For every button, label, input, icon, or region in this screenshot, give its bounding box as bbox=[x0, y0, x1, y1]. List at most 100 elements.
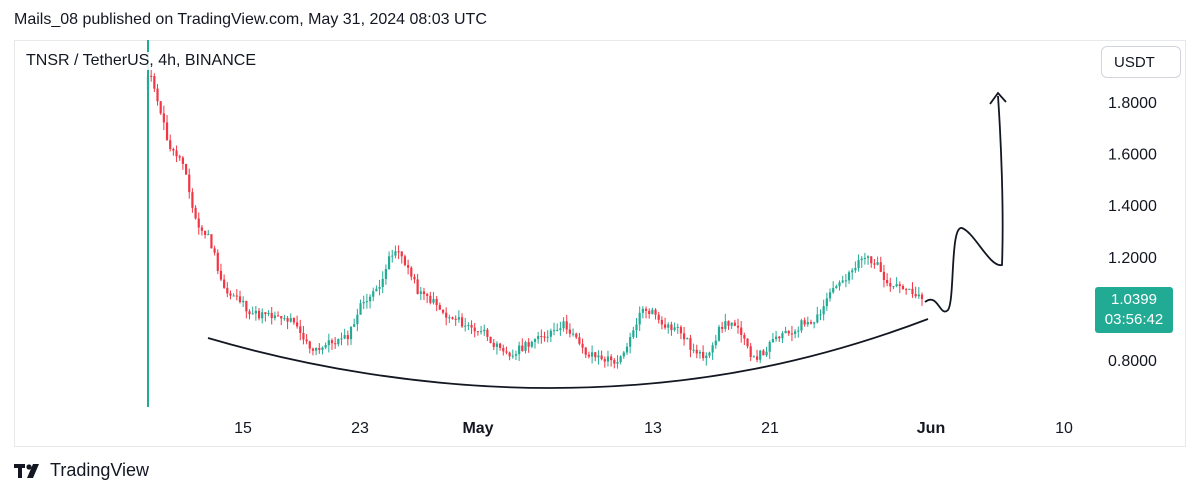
candle bbox=[210, 234, 213, 249]
candle bbox=[806, 316, 809, 327]
candle bbox=[860, 256, 863, 268]
candle bbox=[372, 287, 375, 302]
x-tick-label: Jun bbox=[917, 420, 945, 437]
candle bbox=[524, 340, 527, 354]
candle bbox=[844, 273, 847, 288]
candle bbox=[879, 256, 882, 273]
y-tick-label: 1.4000 bbox=[1108, 198, 1157, 215]
candle bbox=[156, 84, 159, 106]
symbol-title[interactable]: TNSR / TetherUS, 4h, BINANCE bbox=[26, 52, 260, 70]
candle bbox=[286, 316, 289, 330]
candle bbox=[613, 357, 616, 369]
candle bbox=[464, 318, 467, 332]
candle bbox=[460, 313, 464, 328]
arrow-head-icon bbox=[989, 91, 1007, 105]
candle bbox=[590, 345, 594, 364]
candle bbox=[606, 350, 610, 367]
candle bbox=[581, 338, 584, 354]
candle bbox=[670, 321, 673, 336]
candle bbox=[223, 274, 226, 289]
candle bbox=[851, 267, 854, 280]
candle bbox=[251, 306, 254, 315]
candle bbox=[787, 330, 790, 336]
candle bbox=[765, 346, 768, 357]
candle bbox=[689, 334, 692, 358]
candle bbox=[311, 347, 315, 356]
candle bbox=[473, 322, 476, 338]
candle bbox=[387, 251, 391, 270]
candle bbox=[568, 323, 571, 338]
candle bbox=[679, 325, 683, 340]
candle bbox=[375, 285, 378, 292]
candle bbox=[514, 350, 518, 361]
candle bbox=[600, 350, 603, 361]
candle bbox=[543, 331, 546, 342]
candle bbox=[876, 256, 879, 266]
x-tick-label: 21 bbox=[761, 420, 779, 437]
candle bbox=[451, 316, 454, 320]
candle bbox=[394, 245, 397, 259]
candle bbox=[870, 256, 873, 268]
candle bbox=[413, 273, 416, 284]
candle bbox=[682, 326, 686, 346]
candle bbox=[330, 338, 334, 350]
candle bbox=[203, 230, 207, 239]
candle bbox=[578, 333, 581, 346]
candle bbox=[755, 349, 759, 363]
candle bbox=[625, 342, 629, 355]
candle bbox=[476, 331, 480, 336]
candle bbox=[917, 287, 920, 299]
candle bbox=[711, 342, 714, 360]
candle bbox=[162, 105, 165, 131]
candle bbox=[499, 342, 502, 351]
candle bbox=[714, 334, 717, 349]
candle bbox=[159, 101, 162, 115]
candle bbox=[797, 326, 800, 338]
candle bbox=[172, 147, 175, 156]
candle bbox=[733, 319, 736, 327]
candle bbox=[565, 314, 568, 335]
candle bbox=[340, 332, 343, 346]
y-axis: 1.8000 1.6000 1.4000 1.2000 0.8000 bbox=[1108, 95, 1157, 370]
y-tick-label: 1.6000 bbox=[1108, 147, 1157, 164]
candle bbox=[438, 302, 441, 311]
candle bbox=[226, 282, 229, 298]
footer-brand[interactable]: TradingView bbox=[14, 460, 149, 481]
candle bbox=[619, 355, 622, 365]
candle bbox=[327, 333, 330, 353]
candle bbox=[847, 270, 851, 284]
rounded-bottom-trendline[interactable] bbox=[207, 318, 929, 389]
candle bbox=[407, 259, 410, 275]
candle bbox=[391, 249, 394, 263]
candle bbox=[343, 328, 346, 340]
candle bbox=[150, 69, 153, 82]
candle bbox=[248, 309, 251, 320]
candle bbox=[175, 145, 178, 163]
candle bbox=[901, 284, 905, 290]
projection-arrow-line[interactable] bbox=[924, 95, 1004, 313]
candle bbox=[597, 350, 600, 365]
candle bbox=[752, 355, 755, 358]
candle bbox=[337, 338, 340, 347]
candle bbox=[276, 311, 280, 317]
candle bbox=[895, 277, 898, 288]
currency-button[interactable]: USDT bbox=[1101, 46, 1181, 78]
candle bbox=[334, 337, 337, 349]
candle bbox=[502, 344, 505, 356]
candle bbox=[403, 254, 407, 267]
candle bbox=[165, 115, 169, 141]
candle bbox=[362, 295, 365, 310]
candle bbox=[242, 296, 245, 307]
candle bbox=[546, 330, 549, 343]
candle bbox=[445, 307, 448, 326]
candle bbox=[584, 346, 587, 359]
candle bbox=[315, 347, 318, 356]
candle bbox=[153, 73, 156, 92]
candle bbox=[422, 287, 426, 300]
candle bbox=[790, 326, 794, 342]
candle bbox=[632, 326, 635, 339]
candle bbox=[384, 264, 388, 285]
candle bbox=[641, 306, 644, 319]
candle bbox=[882, 264, 886, 288]
